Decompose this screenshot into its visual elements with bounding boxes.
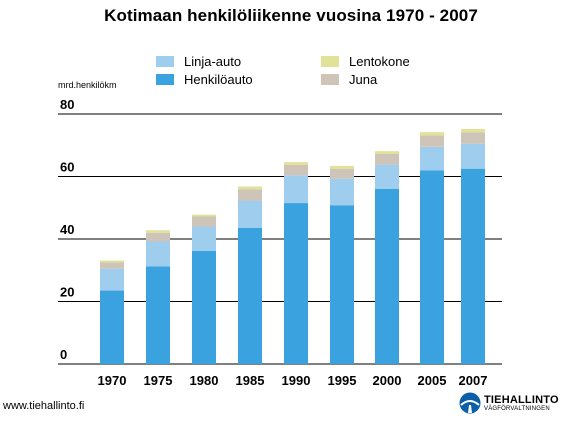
y-tick-label-20: 20 xyxy=(60,285,74,300)
legend-swatch-lentokone xyxy=(321,56,339,67)
y-tick-label-60: 60 xyxy=(60,160,74,175)
x-tick-label-1995: 1995 xyxy=(328,373,357,388)
bar-lentokone-2005 xyxy=(420,132,444,136)
bar-juna-1970 xyxy=(100,262,124,269)
bar-lentokone-1990 xyxy=(284,162,308,165)
bar-henkil-auto-2005 xyxy=(420,170,444,364)
x-tick-label-1970: 1970 xyxy=(98,373,127,388)
bar-linja-auto-2007 xyxy=(461,143,485,169)
bar-linja-auto-1985 xyxy=(238,200,262,228)
y-tick-label-40: 40 xyxy=(60,222,74,237)
bar-linja-auto-2005 xyxy=(420,146,444,171)
y-axis-unit-label: mrd.henkilökm xyxy=(58,80,117,90)
bar-lentokone-2007 xyxy=(461,129,485,133)
legend-label-lentokone: Lentokone xyxy=(349,54,410,69)
legend-label-juna: Juna xyxy=(349,72,378,87)
legend-item-lentokone: Lentokone xyxy=(321,54,410,69)
bar-juna-1980 xyxy=(192,216,216,227)
bar-lentokone-1985 xyxy=(238,186,262,190)
bar-henkil-auto-2000 xyxy=(375,189,399,364)
logo-subtitle: VÄGFÖRVALTNINGEN xyxy=(484,405,550,412)
bar-lentokone-1975 xyxy=(146,230,170,233)
road-authority-logo-icon xyxy=(459,392,481,414)
tiehallinto-logo: TIEHALLINTO VÄGFÖRVALTNINGEN xyxy=(459,392,559,414)
bar-henkil-auto-2007 xyxy=(461,168,485,364)
legend-label-henkiloauto: Henkilöauto xyxy=(184,72,253,87)
chart-title: Kotimaan henkilöliikenne vuosina 1970 - … xyxy=(104,6,478,25)
bar-henkil-auto-1985 xyxy=(238,227,262,364)
legend-swatch-juna xyxy=(321,74,339,85)
x-tick-label-1990: 1990 xyxy=(282,373,311,388)
bar-henkil-auto-1990 xyxy=(284,203,308,364)
x-tick-label-1980: 1980 xyxy=(190,373,219,388)
bar-juna-2000 xyxy=(375,154,399,165)
bar-linja-auto-1980 xyxy=(192,226,216,251)
legend-item-henkiloauto: Henkilöauto xyxy=(156,72,253,87)
bar-lentokone-2000 xyxy=(375,151,399,154)
x-tick-label-2005: 2005 xyxy=(418,373,447,388)
bar-linja-auto-1970 xyxy=(100,268,124,291)
x-tick-label-1975: 1975 xyxy=(144,373,173,388)
legend-swatch-linja-auto xyxy=(156,56,174,67)
bar-lentokone-1980 xyxy=(192,214,216,217)
legend-swatch-henkiloauto xyxy=(156,74,174,85)
legend-item-juna: Juna xyxy=(321,72,377,87)
bar-juna-2007 xyxy=(461,132,485,144)
bar-juna-1975 xyxy=(146,232,170,242)
bar-linja-auto-1995 xyxy=(330,178,354,206)
bar-juna-2005 xyxy=(420,135,444,147)
bar-henkil-auto-1975 xyxy=(146,266,170,364)
x-tick-label-2000: 2000 xyxy=(373,373,402,388)
bar-linja-auto-1990 xyxy=(284,175,308,204)
bar-linja-auto-1975 xyxy=(146,241,170,267)
y-tick-label-80: 80 xyxy=(60,97,74,112)
bar-lentokone-1970 xyxy=(100,260,124,263)
bar-juna-1985 xyxy=(238,189,262,201)
bar-henkil-auto-1970 xyxy=(100,290,124,364)
bar-lentokone-1995 xyxy=(330,165,354,169)
bar-henkil-auto-1995 xyxy=(330,205,354,364)
footer-url[interactable]: www.tiehallinto.fi xyxy=(3,400,85,412)
logo-wordmark: TIEHALLINTO xyxy=(484,393,559,406)
bar-juna-1990 xyxy=(284,164,308,176)
y-tick-label-0: 0 xyxy=(60,347,67,362)
legend-item-linja-auto: Linja-auto xyxy=(156,54,241,69)
x-tick-label-2007: 2007 xyxy=(459,373,488,388)
legend-label-linja-auto: Linja-auto xyxy=(184,54,242,69)
bar-juna-1995 xyxy=(330,168,354,179)
x-tick-label-1985: 1985 xyxy=(236,373,265,388)
bar-henkil-auto-1980 xyxy=(192,250,216,364)
bar-linja-auto-2000 xyxy=(375,164,399,189)
